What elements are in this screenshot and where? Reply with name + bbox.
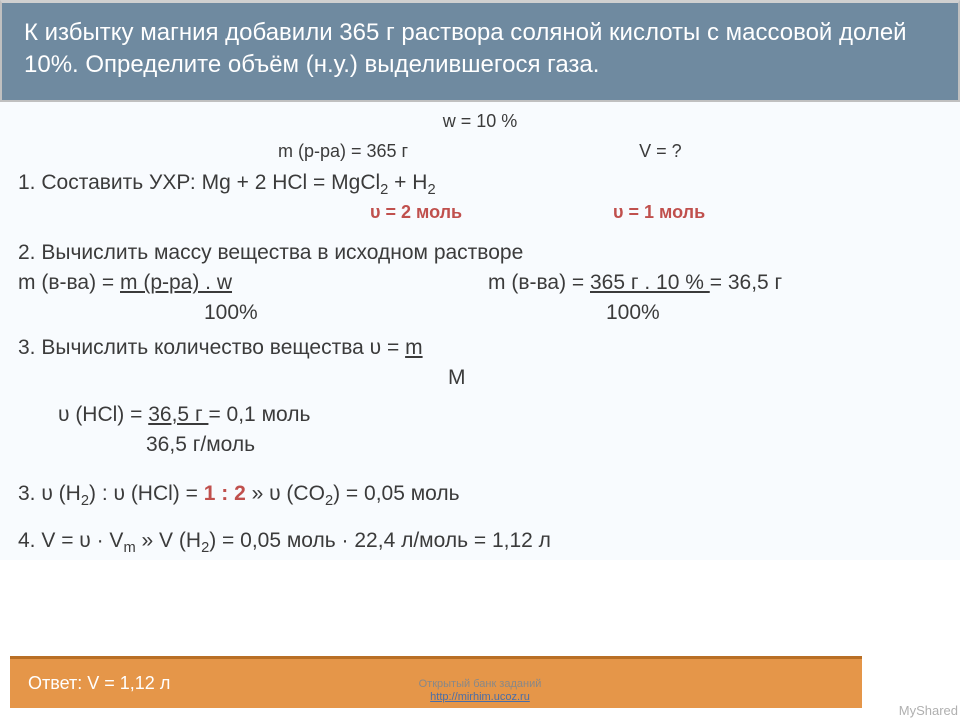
- hcl-calc-a: υ (HCl) =: [58, 403, 148, 426]
- step3-calc-denom: 36,5 г/моль: [18, 430, 942, 460]
- mole-right: υ = 1 моль: [613, 202, 705, 222]
- denom1: 100%: [18, 298, 250, 328]
- step3-label: 3. Вычислить количество вещества υ = m: [18, 333, 942, 363]
- ratio-line: 3. υ (H2) : υ (HCl) = 1 : 2 » υ (CO2) = …: [18, 479, 942, 513]
- ratio-bold: 1 : 2: [204, 482, 246, 505]
- step3-calc: υ (HCl) = 36,5 г = 0,1 моль: [18, 400, 942, 430]
- given-line1: w = 10 %: [18, 108, 942, 134]
- step4-line: 4. V = υ · Vm » V (H2) = 0,05 моль · 22,…: [18, 526, 942, 560]
- s4b: » V (H: [136, 529, 201, 552]
- step1-equation: 1. Составить УХР: Mg + 2 HCl = MgCl2 + H…: [18, 168, 942, 202]
- given-v: V = ?: [413, 141, 682, 161]
- ratio-c: » υ (CO: [246, 482, 325, 505]
- solution-body: w = 10 % m (р-ра) = 365 г V = ? 1. Соста…: [0, 102, 960, 560]
- step2-formula: m (в-ва) = m (р-ра) . w m (в-ва) = 365 г…: [18, 268, 942, 298]
- step2-fl: m (в-ва) =: [18, 271, 120, 294]
- step3-denom: M: [18, 363, 942, 393]
- given-m: m (р-ра) = 365 г: [278, 141, 408, 161]
- ratio-a: 3. υ (H: [18, 482, 81, 505]
- step3-M: M: [448, 366, 466, 389]
- problem-text: К избытку магния добавили 365 г раствора…: [24, 19, 907, 78]
- watermark: MyShared: [899, 703, 958, 718]
- step2-frt: = 36,5 г: [710, 271, 782, 294]
- s4a: 4. V = υ · V: [18, 529, 123, 552]
- step2-text: 2. Вычислить массу вещества в исходном р…: [18, 241, 523, 264]
- hcl-denom: 36,5 г/моль: [146, 433, 255, 456]
- step1-tail: + H: [388, 171, 427, 194]
- ratio-b: ) : υ (HCl) =: [89, 482, 204, 505]
- step3-u: m: [405, 336, 423, 359]
- step2-denoms: 100% 100%: [18, 298, 942, 328]
- credit-link[interactable]: http://mirhim.ucoz.ru: [430, 691, 530, 703]
- given-line2: m (р-ра) = 365 г V = ?: [18, 138, 942, 164]
- s4c: ) = 0,05 моль · 22,4 л/моль = 1,12 л: [209, 529, 551, 552]
- denom2: 100%: [250, 298, 660, 328]
- step2-label: 2. Вычислить массу вещества в исходном р…: [18, 238, 942, 268]
- step1-moles: υ = 2 моль υ = 1 моль: [18, 199, 942, 225]
- hcl-calc-u: 36,5 г: [148, 403, 208, 426]
- mole-left: υ = 2 моль: [370, 199, 608, 225]
- problem-header: К избытку магния добавили 365 г раствора…: [0, 0, 960, 102]
- ratio-d: ) = 0,05 моль: [333, 482, 459, 505]
- credit-block: Открытый банк заданий http://mirhim.ucoz…: [419, 678, 542, 704]
- hcl-calc-t: = 0,1 моль: [208, 403, 310, 426]
- step1-label: 1. Составить УХР: Mg + 2 HCl = MgCl: [18, 171, 380, 194]
- step3-text: 3. Вычислить количество вещества υ =: [18, 336, 405, 359]
- step2-fr: m (в-ва) =: [488, 271, 590, 294]
- given-w: w = 10 %: [443, 111, 518, 131]
- credit-line1: Открытый банк заданий: [419, 678, 542, 691]
- step2-fru: 365 г . 10 %: [590, 271, 710, 294]
- answer-text: Ответ: V = 1,12 л: [28, 673, 170, 694]
- step2-flu: m (р-ра) . w: [120, 271, 232, 294]
